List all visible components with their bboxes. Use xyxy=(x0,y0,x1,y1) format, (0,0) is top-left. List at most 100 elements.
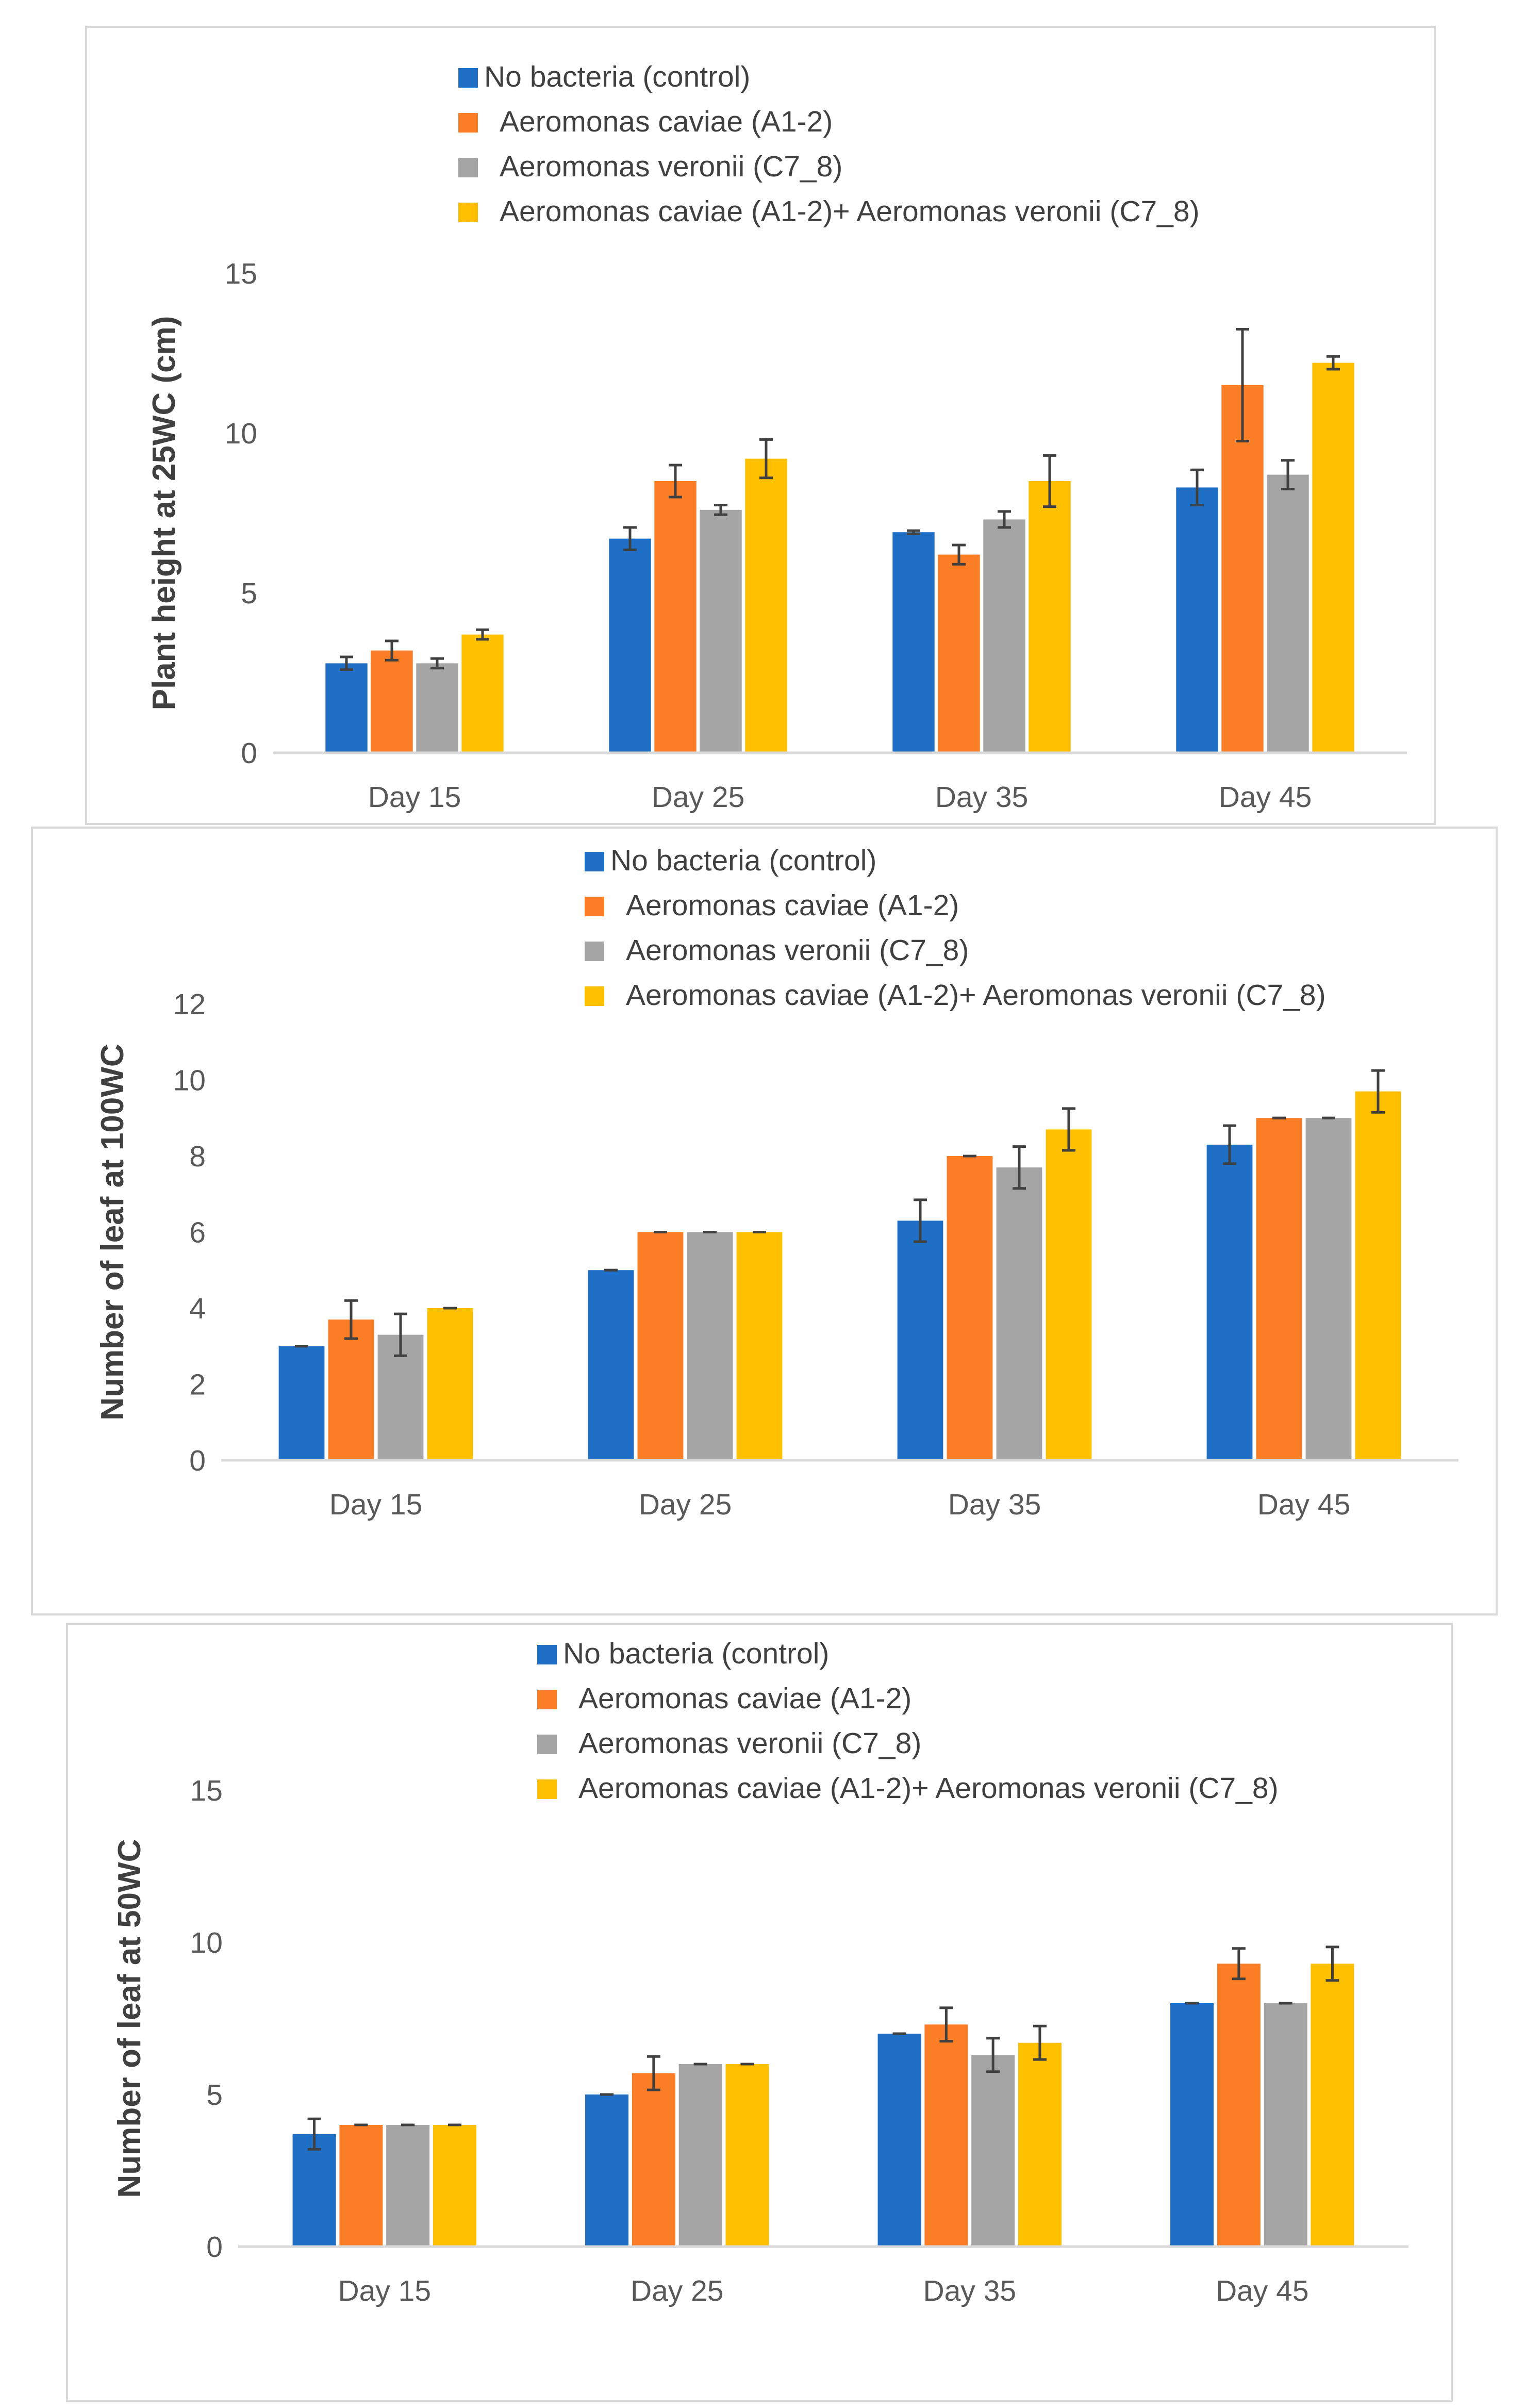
bar xyxy=(938,554,980,753)
bar xyxy=(996,1167,1042,1460)
error-bar xyxy=(340,655,353,671)
legend-swatch xyxy=(537,1779,557,1799)
legend: No bacteria (control) Aeromonas caviae (A… xyxy=(458,60,1200,228)
y-tick-label: 15 xyxy=(225,257,257,290)
legend-swatch xyxy=(458,113,478,133)
y-tick-label: 5 xyxy=(206,2079,223,2112)
bar xyxy=(416,663,458,753)
error-bar xyxy=(1013,1145,1026,1190)
error-bar xyxy=(344,1299,358,1340)
bar xyxy=(1312,362,1354,753)
x-tick-label: Day 25 xyxy=(652,781,745,814)
bar xyxy=(1264,2003,1307,2247)
bar xyxy=(637,1232,684,1460)
legend-label: Aeromonas veronii (C7_8) xyxy=(500,150,842,183)
legend-swatch xyxy=(585,942,604,961)
y-axis-title: Number of leaf at 50WC xyxy=(112,1839,147,2198)
legend-label: Aeromonas caviae (A1-2)+ Aeromonas veron… xyxy=(578,1772,1279,1805)
bar xyxy=(897,1221,943,1460)
y-tick-label: 10 xyxy=(225,417,257,450)
bar xyxy=(736,1232,783,1460)
error-bar xyxy=(647,2055,660,2091)
bar xyxy=(325,663,368,753)
bar xyxy=(427,1308,473,1460)
error-bar xyxy=(952,543,966,566)
legend-swatch xyxy=(585,852,604,871)
y-tick-label: 0 xyxy=(241,737,257,770)
legend-label: Aeromonas caviae (A1-2)+ Aeromonas veron… xyxy=(626,979,1326,1012)
legend-swatch xyxy=(585,897,604,916)
y-axis-title: Plant height at 25WC (cm) xyxy=(146,316,182,711)
error-bar xyxy=(1062,1107,1075,1152)
bar xyxy=(386,2125,430,2247)
bar xyxy=(1311,1964,1354,2247)
y-tick-label: 12 xyxy=(173,988,206,1021)
chart-panel-plant-height: No bacteria (control) Aeromonas caviae (A… xyxy=(85,26,1436,825)
bar xyxy=(678,2064,722,2247)
bar xyxy=(1305,1118,1352,1460)
error-bar xyxy=(385,639,399,662)
bar xyxy=(433,2125,476,2247)
bar xyxy=(278,1346,325,1460)
bar xyxy=(371,650,413,753)
bar xyxy=(1267,474,1309,753)
y-tick-label: 5 xyxy=(241,577,257,610)
bar xyxy=(1355,1091,1401,1460)
legend-swatch xyxy=(537,1690,557,1709)
bar xyxy=(1206,1144,1253,1460)
legend: No bacteria (control) Aeromonas caviae (A… xyxy=(585,844,1326,1012)
error-bar xyxy=(1281,459,1295,490)
legend-label: Aeromonas veronii (C7_8) xyxy=(626,934,969,967)
chart-svg: No bacteria (control) Aeromonas caviae (A… xyxy=(146,60,1407,814)
error-bar xyxy=(998,510,1011,529)
bar xyxy=(1029,481,1071,753)
x-tick-label: Day 25 xyxy=(631,2274,724,2307)
error-bar xyxy=(476,628,489,641)
bar xyxy=(725,2064,769,2247)
bar xyxy=(585,2094,629,2247)
error-bar xyxy=(307,2117,321,2151)
y-axis-title: Number of leaf at 100WC xyxy=(95,1044,130,1420)
bar xyxy=(947,1156,993,1460)
error-bar xyxy=(759,438,773,480)
error-bar xyxy=(986,2037,1000,2073)
x-tick-label: Day 45 xyxy=(1257,1488,1351,1521)
y-tick-label: 2 xyxy=(189,1368,206,1401)
x-tick-label: Day 15 xyxy=(338,2274,431,2307)
error-bar xyxy=(714,504,727,516)
x-tick-label: Day 35 xyxy=(935,781,1029,814)
chart-panel-leaf-100wc: No bacteria (control) Aeromonas caviae (A… xyxy=(31,827,1498,1615)
bar xyxy=(1256,1118,1302,1460)
y-tick-label: 0 xyxy=(206,2231,223,2264)
legend-label: Aeromonas veronii (C7_8) xyxy=(578,1727,921,1760)
legend-label: No bacteria (control) xyxy=(484,60,750,93)
legend-swatch xyxy=(458,68,478,88)
bar xyxy=(1176,487,1218,753)
y-tick-label: 10 xyxy=(190,1926,223,1959)
error-bar xyxy=(1236,328,1249,442)
bar xyxy=(632,2073,675,2247)
y-tick-label: 4 xyxy=(189,1292,206,1325)
legend-swatch xyxy=(537,1735,557,1754)
error-bar xyxy=(430,657,444,670)
error-bar xyxy=(914,1198,927,1243)
legend-swatch xyxy=(537,1645,557,1664)
bar xyxy=(700,509,742,753)
legend-label: No bacteria (control) xyxy=(563,1637,829,1670)
legend-label: No bacteria (control) xyxy=(610,844,876,877)
legend-label: Aeromonas caviae (A1-2) xyxy=(626,889,959,922)
legend-swatch xyxy=(585,986,604,1006)
error-bar xyxy=(1325,1945,1339,1982)
y-tick-label: 6 xyxy=(189,1216,206,1249)
error-bar xyxy=(1190,468,1204,506)
bar xyxy=(1217,1964,1261,2247)
x-tick-label: Day 15 xyxy=(368,781,461,814)
x-tick-label: Day 35 xyxy=(923,2274,1016,2307)
error-bar xyxy=(623,526,637,551)
bar xyxy=(461,634,504,753)
error-bar xyxy=(394,1312,407,1357)
bar xyxy=(339,2125,383,2247)
chart-svg: No bacteria (control) Aeromonas caviae (A… xyxy=(112,1637,1408,2307)
bar xyxy=(292,2134,336,2247)
bar xyxy=(609,538,651,753)
